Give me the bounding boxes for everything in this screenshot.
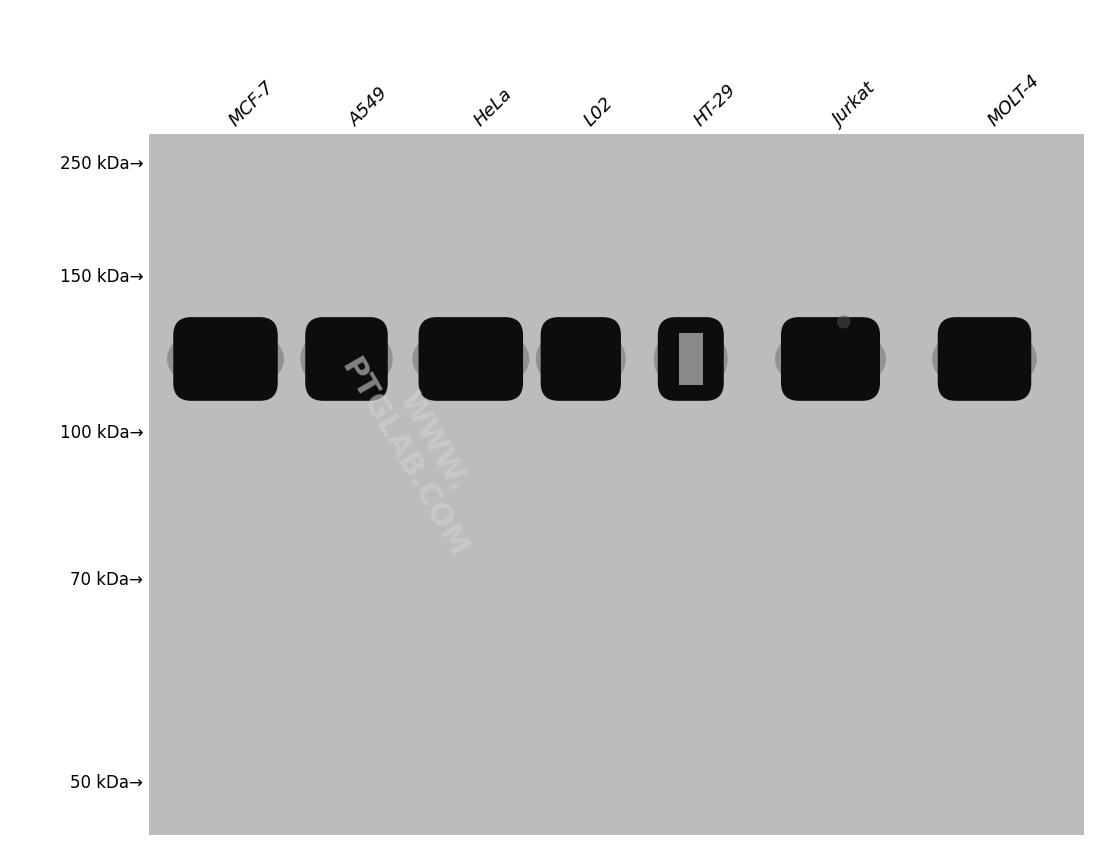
- FancyBboxPatch shape: [781, 317, 880, 400]
- Ellipse shape: [536, 324, 626, 394]
- Text: 100 kDa→: 100 kDa→: [59, 424, 143, 441]
- FancyBboxPatch shape: [658, 317, 724, 400]
- Ellipse shape: [776, 324, 886, 394]
- Text: 50 kDa→: 50 kDa→: [70, 774, 143, 791]
- Text: MCF-7: MCF-7: [226, 78, 277, 130]
- FancyBboxPatch shape: [541, 317, 620, 400]
- Bar: [679, 333, 703, 385]
- Ellipse shape: [167, 324, 284, 394]
- Ellipse shape: [837, 315, 850, 329]
- Ellipse shape: [412, 324, 529, 394]
- Ellipse shape: [932, 324, 1037, 394]
- Text: 150 kDa→: 150 kDa→: [59, 268, 143, 285]
- Bar: [148, 134, 1084, 835]
- Text: MOLT-4: MOLT-4: [984, 71, 1043, 130]
- FancyBboxPatch shape: [938, 317, 1032, 400]
- Text: 250 kDa→: 250 kDa→: [59, 156, 143, 173]
- FancyBboxPatch shape: [306, 317, 387, 400]
- Text: A549: A549: [346, 84, 393, 130]
- Text: L02: L02: [581, 93, 617, 130]
- Text: WWW.
PTGLAB.COM: WWW. PTGLAB.COM: [334, 337, 502, 562]
- Text: HeLa: HeLa: [471, 85, 516, 130]
- Ellipse shape: [653, 324, 728, 394]
- FancyBboxPatch shape: [418, 317, 524, 400]
- FancyBboxPatch shape: [174, 317, 277, 400]
- Text: Jurkat: Jurkat: [830, 80, 880, 130]
- Text: HT-29: HT-29: [691, 80, 740, 130]
- Ellipse shape: [300, 324, 393, 394]
- Text: 70 kDa→: 70 kDa→: [70, 571, 143, 588]
